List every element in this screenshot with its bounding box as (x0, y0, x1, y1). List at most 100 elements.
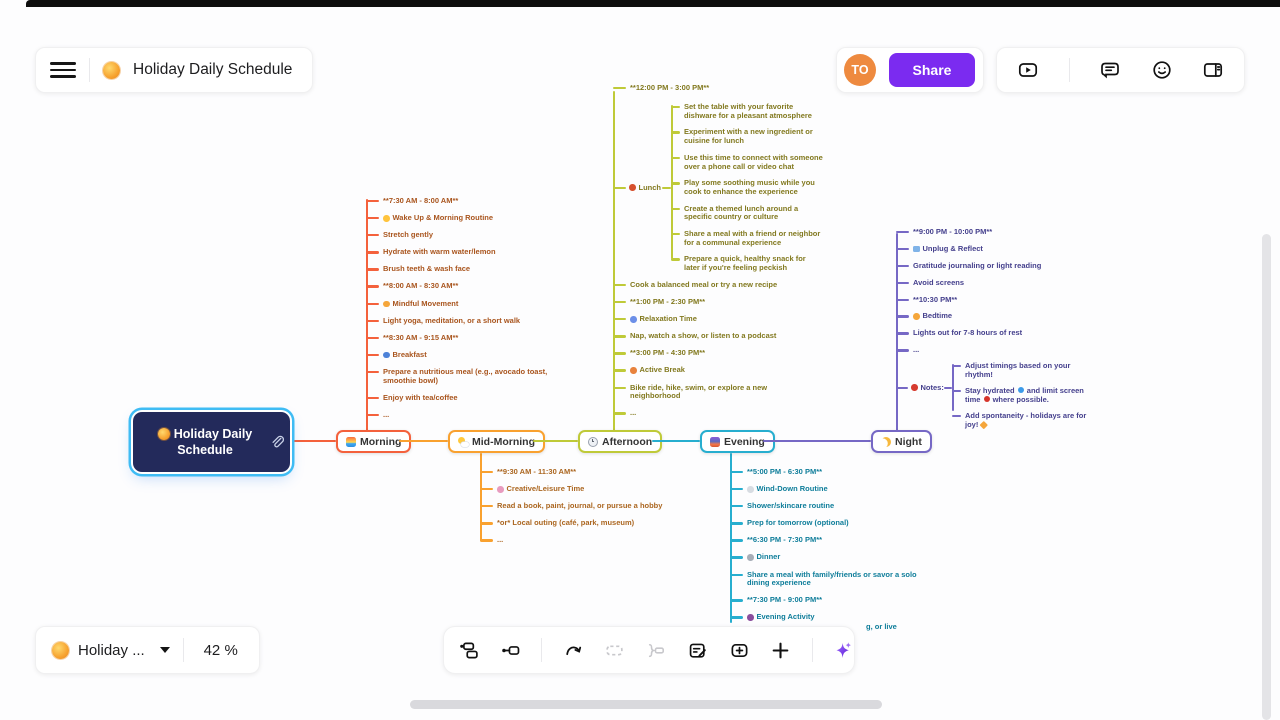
mindmap-item[interactable]: **6:30 PM - 7:30 PM** (730, 536, 925, 545)
comments-icon[interactable] (1099, 59, 1121, 81)
node-night[interactable]: Night (871, 430, 932, 453)
mindmap-item[interactable]: Dinner (730, 553, 925, 562)
mindmap-item[interactable]: Shower/skincare routine (730, 501, 925, 511)
add-more-icon[interactable] (770, 640, 791, 661)
mindmap-item[interactable]: Create a themed lunch around a specific … (671, 204, 823, 222)
mindmap-item[interactable]: ... (366, 410, 552, 420)
mindmap-item[interactable]: Mindful Movement (366, 299, 552, 309)
mindmap-item-text: Active Break (639, 365, 685, 375)
mindmap-item[interactable]: Share a meal with family/friends or savo… (730, 570, 925, 588)
mindmap-item[interactable]: Prep for tomorrow (optional) (730, 519, 925, 528)
node-label: Morning (360, 435, 402, 448)
attachment-paperclip-icon[interactable] (269, 435, 284, 450)
mindmap-item[interactable]: **9:00 PM - 10:00 PM** (896, 227, 1081, 237)
mindmap-item[interactable]: Cook a balanced meal or try a new recipe (613, 280, 805, 290)
mindmap-item[interactable]: Evening Activity (730, 613, 925, 622)
connector-line (662, 187, 671, 190)
morning-items: **7:30 AM - 8:00 AM** Wake Up & Morning R… (366, 196, 552, 428)
add-sibling-topic-icon[interactable] (458, 640, 479, 661)
mindmap-item[interactable]: **7:30 AM - 8:00 AM** (366, 196, 552, 206)
share-button[interactable]: Share (889, 53, 975, 87)
mindmap-item[interactable]: ... (896, 346, 1081, 355)
mindmap-item[interactable]: Share a meal with a friend or neighbor f… (671, 229, 823, 247)
mindmap-item[interactable]: ... (613, 409, 805, 418)
avatar[interactable]: TO (844, 54, 876, 86)
mindmap-item[interactable]: **7:30 PM - 9:00 PM** (730, 596, 925, 605)
mindmap-item[interactable]: Prepare a quick, healthy snack for later… (671, 254, 823, 272)
mindmap-item[interactable]: Experiment with a new ingredient or cuis… (671, 127, 823, 146)
draw-relationship-icon[interactable] (563, 640, 584, 661)
panel-layout-icon[interactable] (1202, 59, 1224, 81)
mindmap-item[interactable]: Unplug & Reflect (896, 244, 1081, 254)
mindmap-item[interactable]: Active Break (613, 366, 805, 375)
video-tutorial-icon[interactable] (1017, 59, 1039, 81)
node-midmorning[interactable]: Mid-Morning (448, 430, 545, 453)
ai-sparkle-icon[interactable] (833, 640, 854, 661)
mindmap-item-text: *or* Local outing (café, park, museum) (497, 518, 635, 528)
mindmap-item[interactable]: **1:00 PM - 2:30 PM** (613, 297, 805, 307)
mindmap-item[interactable]: Brush teeth & wash face (366, 265, 552, 274)
mindmap-item[interactable]: Use this time to connect with someone ov… (671, 153, 823, 171)
mindmap-item[interactable]: Stretch gently (366, 230, 552, 240)
account-card: TO Share (836, 47, 984, 93)
mindmap-item[interactable]: *or* Local outing (café, park, museum) (480, 519, 690, 528)
root-topic[interactable]: Holiday Daily Schedule (133, 412, 290, 472)
add-child-topic-icon[interactable] (500, 640, 521, 661)
mindmap-item[interactable]: **3:00 PM - 4:30 PM** (613, 349, 805, 358)
node-notes[interactable]: Notes: (911, 383, 944, 392)
mindmap-item[interactable]: **8:00 AM - 8:30 AM** (366, 282, 552, 291)
pot-of-food-icon (629, 184, 636, 191)
node-afternoon[interactable]: Afternoon (578, 430, 663, 453)
zoom-level[interactable]: 42 % (203, 641, 238, 659)
mindmap-item[interactable]: Enjoy with tea/coffee (366, 392, 552, 403)
vertical-scrollbar[interactable] (1262, 234, 1271, 720)
mindmap-item[interactable]: **9:30 AM - 11:30 AM** (480, 467, 690, 477)
node-lunch[interactable]: Lunch (629, 183, 661, 192)
mindmap-item[interactable]: Creative/Leisure Time (480, 484, 690, 494)
mindmap-item[interactable]: Add spontaneity - holidays are for joy! (952, 411, 1092, 429)
mindmap-item[interactable]: Read a book, paint, journal, or pursue a… (480, 501, 690, 511)
mindmap-item[interactable]: Light yoga, meditation, or a short walk (366, 316, 552, 326)
mindmap-item[interactable]: Nap, watch a show, or listen to a podcas… (613, 332, 805, 341)
mindmap-item[interactable]: Hydrate with warm water/lemon (366, 248, 552, 257)
mindmap-item[interactable]: **10:30 PM** (896, 295, 1081, 305)
mindmap-item[interactable]: ... (480, 536, 690, 545)
branch-stem (612, 91, 615, 431)
reactions-smiley-icon[interactable] (1151, 59, 1173, 81)
node-evening[interactable]: Evening (700, 430, 775, 453)
mindmap-item[interactable]: Bike ride, hike, swim, or explore a new … (613, 383, 805, 401)
mindmap-item[interactable]: Wake Up & Morning Routine (366, 213, 552, 223)
mindmap-item[interactable]: Adjust timings based on your rhythm! (952, 361, 1092, 379)
mindmap-item[interactable]: Lights out for 7-8 hours of rest (896, 329, 1081, 338)
mindmap-item[interactable]: **5:00 PM - 6:30 PM** (730, 467, 925, 477)
node-morning[interactable]: Morning (336, 430, 412, 453)
mindmap-item-text: **7:30 PM - 9:00 PM** (747, 595, 823, 605)
mindmap-item[interactable]: Avoid screens (896, 278, 1081, 288)
mindmap-item-text: Experiment with a new ingredient or cuis… (684, 127, 813, 146)
mindmap-item[interactable]: **8:30 AM - 9:15 AM** (366, 333, 552, 343)
mindmap-item[interactable]: Gratitude journaling or light reading (896, 261, 1081, 271)
mindmap-item[interactable]: Play some soothing music while you cook … (671, 178, 823, 196)
node-label: Evening (724, 435, 765, 448)
mindmap-item[interactable]: **12:00 PM - 3:00 PM** (613, 83, 813, 93)
mindmap-item[interactable]: Set the table with your favorite dishwar… (671, 102, 823, 120)
document-switcher[interactable]: Holiday ... (78, 641, 145, 659)
menu-button[interactable] (50, 59, 76, 81)
mindmap-item[interactable]: Relaxation Time (613, 314, 805, 324)
edit-note-icon[interactable] (687, 640, 708, 661)
document-header-card: Holiday Daily Schedule (35, 47, 314, 93)
mindmap-item[interactable]: Prepare a nutritious meal (e.g., avocado… (366, 367, 552, 385)
mindmap-item[interactable]: Bedtime (896, 312, 1081, 321)
mindmap-item[interactable]: Stay hydrated and limit screen time wher… (952, 386, 1092, 404)
horizontal-scrollbar[interactable] (410, 700, 882, 709)
mindmap-item-text: **7:30 AM - 8:00 AM** (383, 196, 459, 205)
insert-element-icon[interactable] (729, 640, 750, 661)
mindmap-item[interactable]: Wind-Down Routine (730, 484, 925, 494)
afternoon-time-header: **12:00 PM - 3:00 PM** (613, 83, 813, 101)
mindmap-item[interactable]: Breakfast (366, 350, 552, 360)
chevron-down-icon[interactable] (159, 647, 170, 653)
mindmap-item-text: Enjoy with tea/coffee (383, 392, 458, 402)
